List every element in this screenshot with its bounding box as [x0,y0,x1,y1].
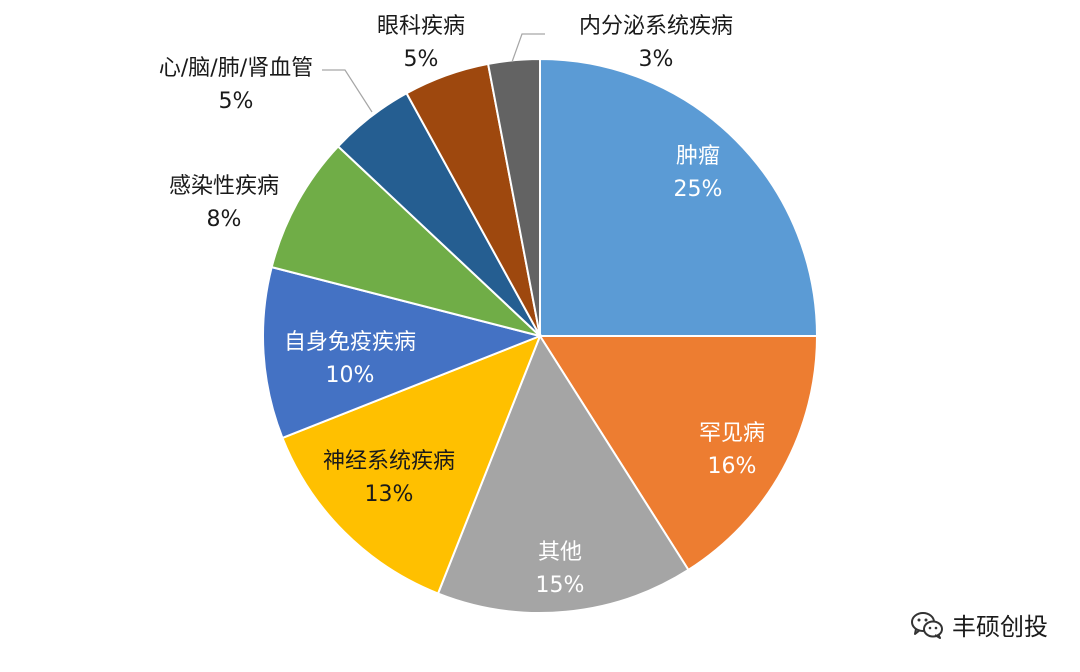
pie-slice [436,333,690,614]
pie-slice [486,57,541,337]
slice-category-label: 神经系统疾病 [323,449,455,474]
slice-percent-label: 25% [674,177,723,202]
slice-category-label: 心/脑/肺/肾血管 [159,56,313,81]
wechat-icon [911,611,943,639]
slice-percent-label: 10% [326,363,375,388]
pie-slice [262,265,544,440]
slice-category-label: 罕见病 [699,421,765,446]
slice-percent-label: 5% [404,47,439,72]
slice-category-label: 肿瘤 [676,144,720,169]
slice-category-label: 内分泌系统疾病 [579,14,733,39]
leader-lines [322,33,545,113]
slice-percent-label: 3% [639,47,674,72]
slice-percent-label: 8% [207,207,242,232]
pie-slice [281,334,542,595]
slice-category-label: 眼科疾病 [377,14,465,39]
slice-percent-label: 5% [219,89,254,114]
slice-category-label: 感染性疾病 [169,174,279,199]
leader-line [322,69,373,113]
pie-slice [270,144,541,337]
watermark: 丰硕创投 [910,607,1048,642]
slice-category-label: 自身免疫疾病 [284,330,416,355]
slice-percent-label: 16% [708,454,757,479]
leader-line [511,33,545,63]
pie-slices [262,57,819,614]
slice-category-label: 其他 [538,540,582,565]
pie-slice [538,335,819,572]
watermark-text: 丰硕创投 [952,613,1048,641]
data-labels: 肿瘤 25% 罕见病 16% 其他 15% 神经系统疾病 13% 自身免疫疾病 10% 感染性疾病 8… [159,14,765,598]
pie-slice [539,57,819,337]
slice-percent-label: 15% [536,573,585,598]
slice-percent-label: 13% [365,482,414,507]
